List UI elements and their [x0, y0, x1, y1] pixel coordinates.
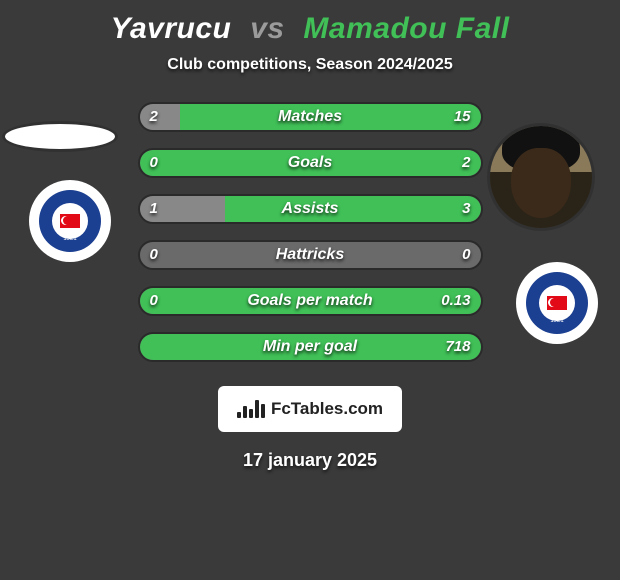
- bars-icon: [237, 400, 265, 418]
- stat-bars: Matches215 Goals02 Assists13 Hattricks00 Goa…: [138, 102, 483, 378]
- fctables-text: FcTables.com: [271, 399, 383, 419]
- fctables-badge: FcTables.com: [218, 386, 402, 432]
- page-title: Yavrucu vs Mamadou Fall: [111, 12, 510, 46]
- title-player1: Yavrucu: [111, 12, 232, 45]
- date: 17 january 2025: [243, 450, 377, 471]
- player1-avatar: [5, 124, 115, 149]
- title-player2: Mamadou Fall: [303, 12, 509, 45]
- player2-avatar: [490, 126, 592, 228]
- stat-row: Goals02: [138, 148, 483, 178]
- stat-row: Goals per match00.13: [138, 286, 483, 316]
- title-vs: vs: [250, 12, 284, 45]
- stat-row: Matches215: [138, 102, 483, 132]
- stat-row: Min per goal718: [138, 332, 483, 362]
- stat-row: Hattricks00: [138, 240, 483, 270]
- stat-row: Assists13: [138, 194, 483, 224]
- player1-club-badge: 1921: [29, 180, 111, 262]
- player2-club-badge: 1921: [516, 262, 598, 344]
- subtitle: Club competitions, Season 2024/2025: [167, 56, 452, 74]
